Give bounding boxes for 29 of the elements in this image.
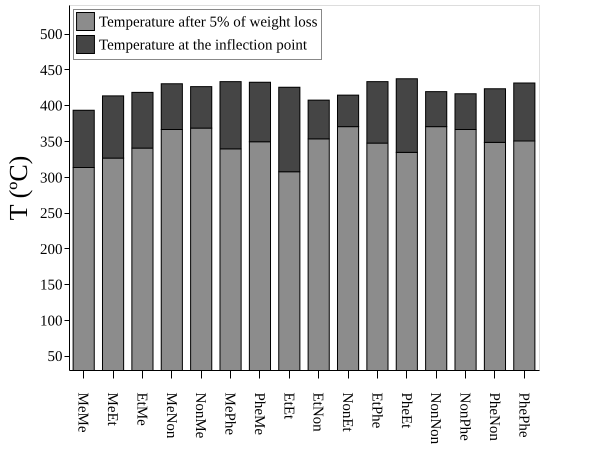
x-tick-label: MePhe xyxy=(222,392,238,436)
y-tick-label: 350 xyxy=(40,134,62,150)
x-tick-label: PheNon xyxy=(486,392,502,442)
x-tick-label: EtMe xyxy=(133,392,150,426)
x-tick-label: EtPhe xyxy=(368,392,384,429)
x-tick-label: MeMe xyxy=(74,392,91,433)
y-tick-label: 50 xyxy=(48,349,62,366)
legend-label: Temperature after 5% of weight loss xyxy=(99,14,318,30)
y-tick-label: 300 xyxy=(40,170,62,186)
x-tick-label: NonPhe xyxy=(456,392,473,442)
x-tick-label: PhePhe xyxy=(515,392,532,438)
legend-label: Temperature at the inflection point xyxy=(99,38,308,54)
x-tick-label: NonMe xyxy=(192,392,208,439)
y-tick-label: 400 xyxy=(40,98,62,115)
y-tick-label: 100 xyxy=(40,313,62,330)
x-tick-label: MeEt xyxy=(104,392,120,427)
x-tick-label: NonNon xyxy=(427,392,444,445)
y-tick-label: 250 xyxy=(40,206,62,222)
x-tick-label: EtNon xyxy=(310,392,326,432)
x-tick-label: NonEt xyxy=(339,392,356,432)
y-tick-label: 200 xyxy=(40,242,62,258)
y-tick-label: 450 xyxy=(40,62,62,79)
x-tick-label: MeNon xyxy=(162,392,179,439)
x-tick-label: PheMe xyxy=(250,392,267,436)
y-tick-label: 150 xyxy=(40,278,62,294)
y-tick-label: 500 xyxy=(40,27,62,44)
x-tick-label: EtEt xyxy=(280,392,296,420)
x-tick-label: PheEt xyxy=(398,392,414,430)
y-axis-title: T (ºC) xyxy=(4,156,33,220)
